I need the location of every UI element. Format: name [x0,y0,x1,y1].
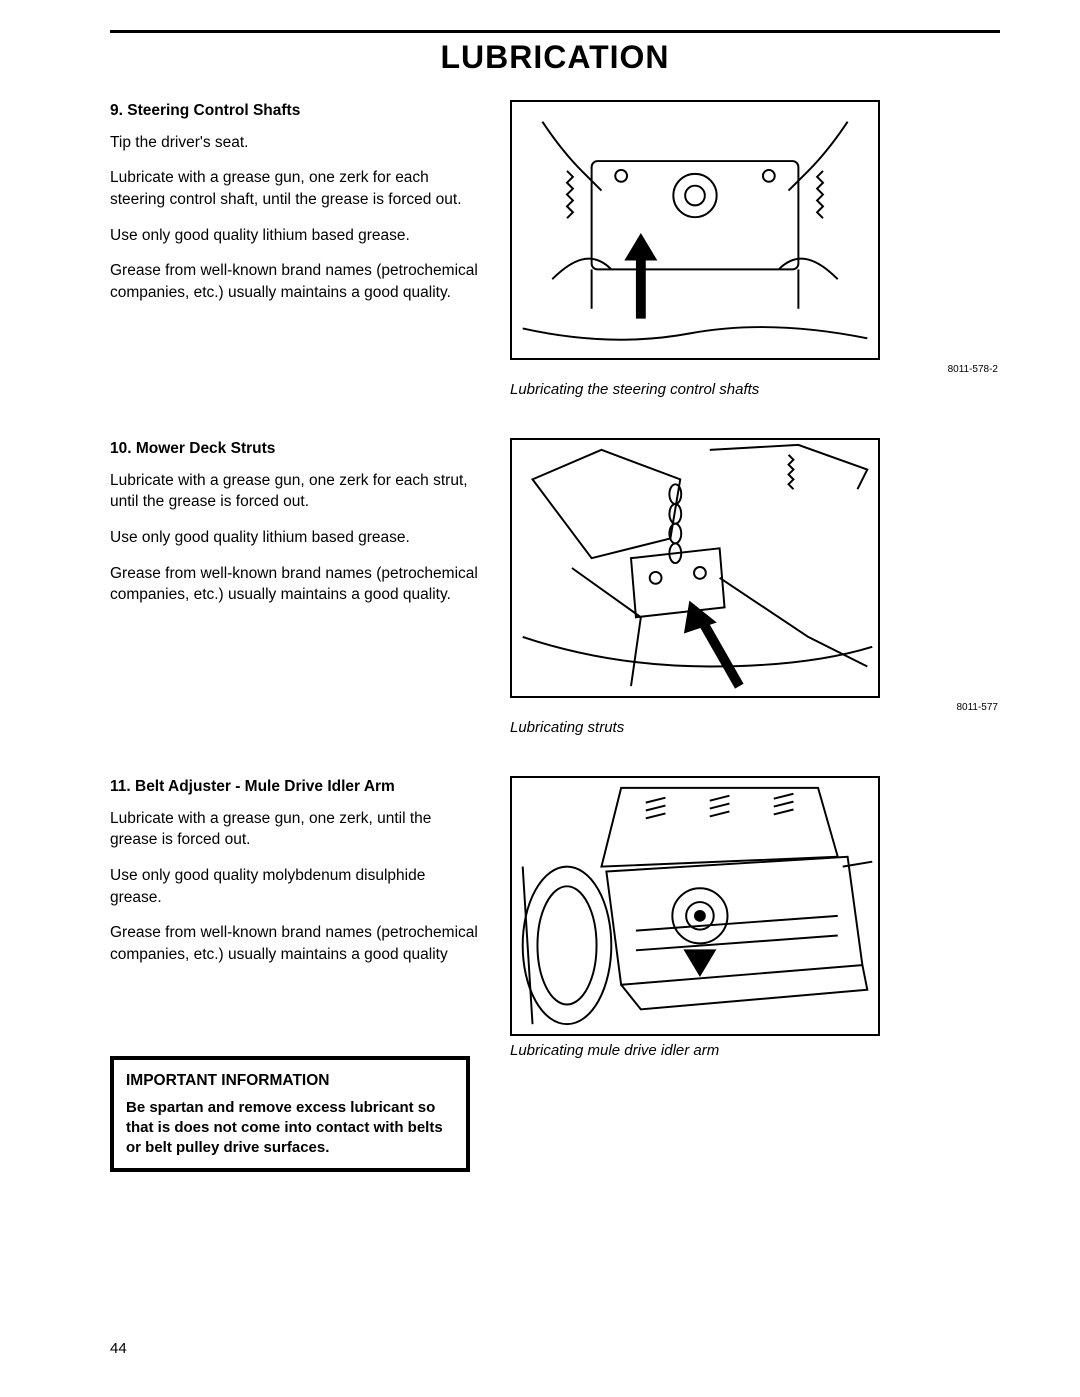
figure-struts-svg [512,440,878,696]
figure-10-ref: 8011-577 [510,702,1000,713]
figure-10-caption: Lubricating struts [510,719,1000,736]
section-11-heading: 11. Belt Adjuster - Mule Drive Idler Arm [110,776,480,798]
section-9: 9. Steering Control Shafts Tip the drive… [110,100,1000,398]
figure-9-caption: Lubricating the steering control shafts [510,381,1000,398]
figure-9-ref: 8011-578-2 [510,364,1000,375]
important-info-title: IMPORTANT INFORMATION [126,1070,454,1092]
figure-steering-shafts-svg [512,102,878,358]
section-9-heading: 9. Steering Control Shafts [110,100,480,122]
page-number: 44 [110,1340,127,1357]
section-11-para-1: Use only good quality molybdenum disulph… [110,865,480,908]
section-11-text: 11. Belt Adjuster - Mule Drive Idler Arm… [110,776,480,1172]
section-11-para-2: Grease from well-known brand names (petr… [110,922,480,965]
figure-mule-idler [510,776,880,1036]
figure-mule-idler-svg [512,778,878,1034]
figure-struts [510,438,880,698]
section-11: 11. Belt Adjuster - Mule Drive Idler Arm… [110,776,1000,1172]
important-info-text: Be spartan and remove excess lubricant s… [126,1098,454,1159]
section-10-heading: 10. Mower Deck Struts [110,438,480,460]
section-10-para-2: Grease from well-known brand names (petr… [110,563,480,606]
section-9-para-0: Tip the driver's seat. [110,132,480,154]
section-9-text: 9. Steering Control Shafts Tip the drive… [110,100,480,318]
section-9-para-1: Lubricate with a grease gun, one zerk fo… [110,167,480,210]
top-rule [110,30,1000,33]
section-10-para-1: Use only good quality lithium based grea… [110,527,480,549]
section-11-figure-col: Lubricating mule drive idler arm [510,776,1000,1059]
section-11-para-0: Lubricate with a grease gun, one zerk, u… [110,808,480,851]
figure-11-caption: Lubricating mule drive idler arm [510,1042,1000,1059]
section-10: 10. Mower Deck Struts Lubricate with a g… [110,438,1000,736]
section-9-para-3: Grease from well-known brand names (petr… [110,260,480,303]
section-10-para-0: Lubricate with a grease gun, one zerk fo… [110,470,480,513]
section-10-text: 10. Mower Deck Struts Lubricate with a g… [110,438,480,620]
section-9-figure-col: 8011-578-2 Lubricating the steering cont… [510,100,1000,398]
figure-steering-shafts [510,100,880,360]
page-content: 9. Steering Control Shafts Tip the drive… [110,100,1000,1172]
important-info-box: IMPORTANT INFORMATION Be spartan and rem… [110,1056,470,1172]
section-9-para-2: Use only good quality lithium based grea… [110,225,480,247]
section-10-figure-col: 8011-577 Lubricating struts [510,438,1000,736]
page-title: LUBRICATION [110,39,1000,76]
